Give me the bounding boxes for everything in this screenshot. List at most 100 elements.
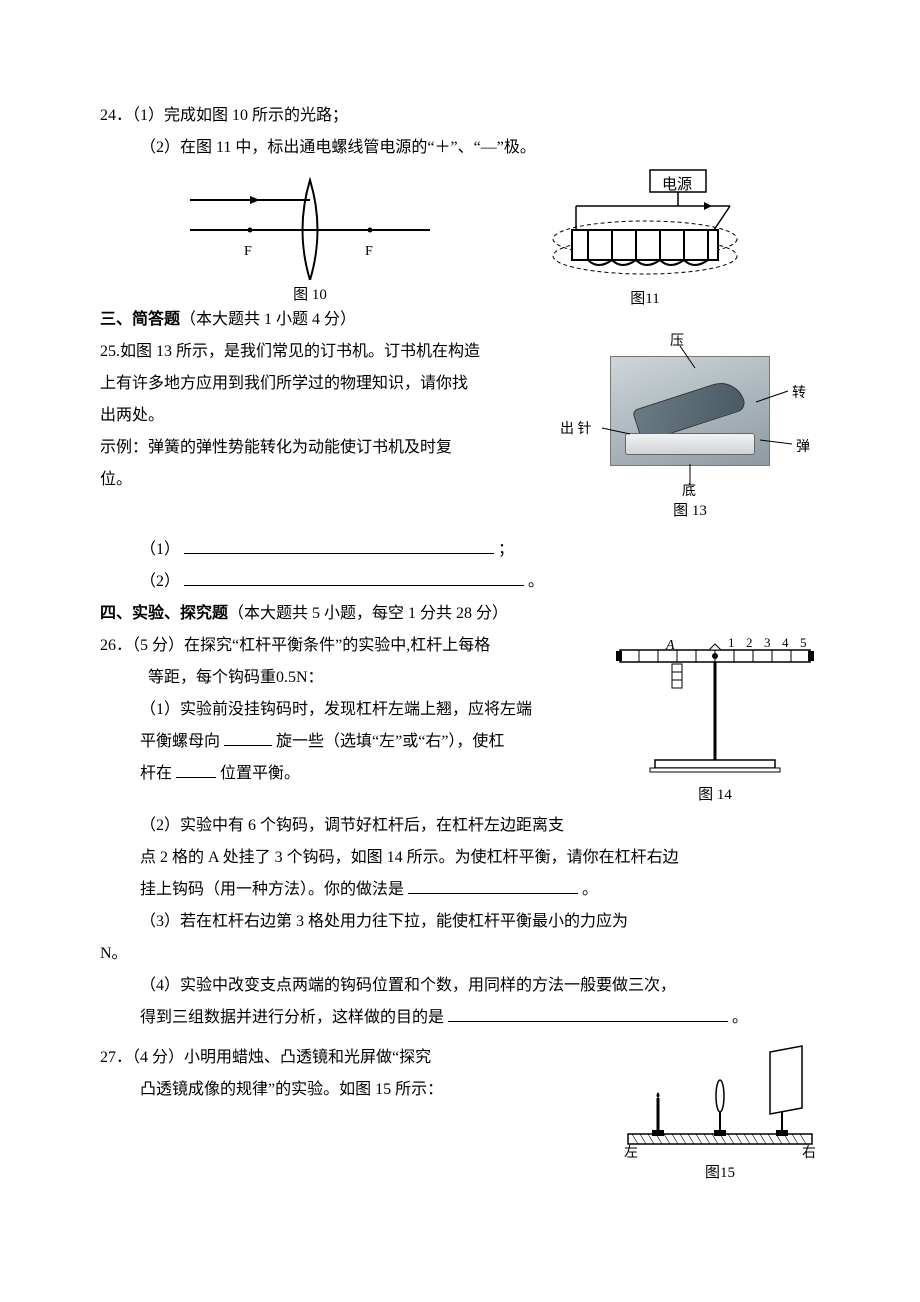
tick-2: 2: [746, 630, 753, 656]
fig15-right-label: 右: [802, 1140, 816, 1168]
q26-p1b: 平衡螺母向 旋一些（选填“左”或“右”），使杠: [100, 726, 600, 758]
q25-blank2[interactable]: [184, 570, 524, 586]
pivot-dot: [712, 653, 718, 659]
fig11-wrap: 电源 图11: [540, 164, 750, 314]
fig10-wrap: F F 图 10: [180, 170, 440, 310]
q26-p2c: 挂上钩码（用一种方法）。你的做法是 。: [100, 874, 820, 906]
section4-title: 四、实验、探究题: [100, 605, 228, 622]
fig15-left-label: 左: [624, 1140, 638, 1168]
section4-note: （本大题共 5 小题，每空 1 分共 28 分）: [228, 605, 508, 622]
q26-p3-unit: N。: [100, 938, 820, 970]
tick-4: 4: [782, 630, 789, 656]
q26-blank-lr[interactable]: [224, 730, 272, 746]
lead-chuzhen: [602, 428, 630, 434]
focus-right-dot: [368, 228, 373, 233]
fig13-leaders: [560, 336, 820, 496]
q26-p4b-pre: 得到三组数据并进行分析，这样做的目的是: [140, 1009, 444, 1026]
q25-text: 25.如图 13 所示，是我们常见的订书机。订书机在构造 上有许多地方应用到我们…: [100, 336, 552, 496]
fig10-svg: [180, 170, 440, 280]
lead-zhuan: [756, 391, 788, 402]
q26: 26．（5 分）在探究“杠杆平衡条件”的实验中,杠杆上每格 等距，每个钩码重0.…: [100, 630, 820, 1034]
q26-p4b-post: 。: [732, 1009, 748, 1026]
q24-stem: 24．（1）完成如图 10 所示的光路；: [100, 100, 820, 132]
fig14-caption: 图 14: [610, 780, 820, 810]
stand-foot: [650, 768, 780, 772]
lbl-chuzhen: 出 针: [560, 416, 592, 444]
q25-l2: 上有许多地方应用到我们所学过的物理知识，请你找: [100, 368, 552, 400]
q25-l5: 位。: [100, 464, 552, 496]
fig14-svg: [610, 630, 820, 780]
q27-l2: 凸透镜成像的规律”的实验。如图 15 所示：: [100, 1074, 590, 1106]
lbl-di: 底: [682, 478, 696, 506]
q27-l1: 27．（4 分）小明用蜡烛、凸透镜和光屏做“探究: [100, 1042, 590, 1074]
q26-p4a: （4）实验中改变支点两端的钩码位置和个数，用同样的方法一般要做三次，: [100, 970, 820, 1002]
focus-right-label: F: [365, 238, 373, 266]
ray-arrowhead: [250, 196, 260, 204]
q24: 24．（1）完成如图 10 所示的光路； （2）在图 11 中，标出通电螺线管电…: [100, 100, 820, 314]
q25-blank1[interactable]: [184, 538, 494, 554]
lead-tan: [760, 440, 792, 444]
q26-blank-method[interactable]: [408, 878, 578, 894]
q26-p1c-post: 位置平衡。: [220, 765, 300, 782]
fig15-caption: 图15: [620, 1158, 820, 1188]
q26-text-top: 26．（5 分）在探究“杠杆平衡条件”的实验中,杠杆上每格 等距，每个钩码重0.…: [100, 630, 600, 790]
fig14-wrap: A 1 2 3 4 5 图 14: [610, 630, 820, 810]
fig11-caption: 图11: [540, 284, 750, 314]
q26-p1c: 杆在 位置平衡。: [100, 758, 600, 790]
q24-figures-row: F F 图 10: [100, 164, 820, 314]
current-arrow-top: [704, 202, 712, 210]
q25-blank1-tail: ；: [498, 541, 514, 558]
q26-p1c-pre: 杆在: [140, 765, 172, 782]
lens-holder: [714, 1080, 726, 1136]
focus-left-dot: [248, 228, 253, 233]
q25-blank1-label: （1）: [140, 541, 180, 558]
screen: [770, 1046, 802, 1136]
fig15-wrap: 左 右 图15: [620, 1042, 820, 1188]
q25-blank2-label: （2）: [140, 573, 180, 590]
q26-stem1: 26．（5 分）在探究“杠杆平衡条件”的实验中,杠杆上每格: [100, 630, 600, 662]
q25-blank2-row: （2） 。: [100, 566, 820, 598]
tick-3: 3: [764, 630, 771, 656]
q26-p1b-mid: 旋一些（选填“左”或“右”），使杠: [276, 733, 504, 750]
q27-text: 27．（4 分）小明用蜡烛、凸透镜和光屏做“探究 凸透镜成像的规律”的实验。如图…: [100, 1042, 590, 1106]
focus-left-label: F: [244, 238, 252, 266]
stand-base: [655, 760, 775, 768]
lead-right: [714, 206, 730, 230]
lbl-tan: 弹: [796, 434, 810, 462]
q26-stem2: 等距，每个钩码重0.5N：: [100, 662, 600, 694]
q25-blank2-tail: 。: [528, 573, 544, 590]
q26-A-label: A: [666, 632, 675, 660]
section3-title: 三、简答题: [100, 311, 180, 328]
solenoid: [572, 230, 718, 265]
lbl-ya: 压: [670, 328, 684, 356]
q26-p4b: 得到三组数据并进行分析，这样做的目的是 。: [100, 1002, 820, 1034]
tick-1: 1: [728, 630, 735, 656]
q26-p3: （3）若在杠杆右边第 3 格处用力往下拉，能使杠杆平衡最小的力应为: [100, 906, 820, 938]
candle: [652, 1092, 664, 1136]
q27: 27．（4 分）小明用蜡烛、凸透镜和光屏做“探究 凸透镜成像的规律”的实验。如图…: [100, 1042, 820, 1188]
lbl-zhuan: 转: [792, 380, 806, 408]
q25-l4: 示例：弹簧的弹性势能转化为动能使订书机及时复: [100, 432, 552, 464]
section4-heading: 四、实验、探究题（本大题共 5 小题，每空 1 分共 28 分）: [100, 598, 820, 630]
q25: 25.如图 13 所示，是我们常见的订书机。订书机在构造 上有许多地方应用到我们…: [100, 336, 820, 526]
nut-right: [808, 651, 814, 661]
fig11-svg: [540, 164, 750, 284]
q26-p1b-pre: 平衡螺母向: [140, 733, 220, 750]
section3-note: （本大题共 1 小题 4 分）: [180, 311, 356, 328]
q26-p2c-pre: 挂上钩码（用一种方法）。你的做法是: [140, 881, 404, 898]
q26-p2c-post: 。: [582, 881, 598, 898]
page: 24．（1）完成如图 10 所示的光路； （2）在图 11 中，标出通电螺线管电…: [100, 100, 820, 1188]
nut-left: [616, 651, 622, 661]
q26-p2a: （2）实验中有 6 个钩码，调节好杠杆后，在杠杆左边距离支: [100, 810, 820, 842]
psu-label: 电源: [662, 170, 692, 200]
pivot-pointer: [709, 644, 721, 650]
q26-blank-purpose[interactable]: [448, 1006, 728, 1022]
q25-l1: 25.如图 13 所示，是我们常见的订书机。订书机在构造: [100, 336, 552, 368]
q26-p1a: （1）实验前没挂钩码时，发现杠杆左端上翘，应将左端: [100, 694, 600, 726]
weights-A: [672, 664, 682, 688]
fig13-wrap: 压 转 出 针 弹 底 图 13: [560, 336, 820, 526]
q26-blank-pos[interactable]: [176, 762, 216, 778]
tick-5: 5: [800, 630, 807, 656]
q25-l3: 出两处。: [100, 400, 552, 432]
q24-sub2: （2）在图 11 中，标出通电螺线管电源的“＋”、“—”极。: [100, 132, 820, 164]
